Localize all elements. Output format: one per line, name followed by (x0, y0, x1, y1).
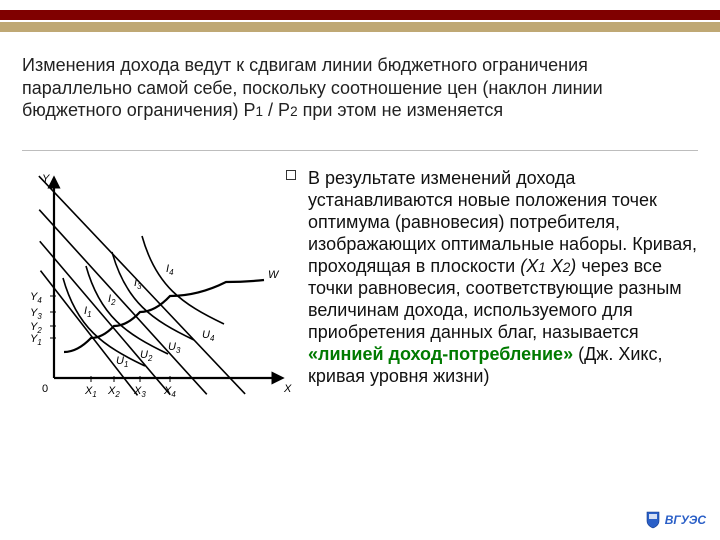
svg-text:X3: X3 (133, 385, 146, 399)
svg-text:X4: X4 (163, 385, 176, 399)
top-bar-tan (0, 22, 720, 32)
divider-line (22, 150, 698, 151)
top-bar (0, 10, 720, 38)
intro-text: Изменения дохода ведут к сдвигам линии б… (22, 54, 698, 122)
svg-text:I1: I1 (84, 305, 91, 319)
content-row: YX0U1U2U3U4WI1I2I3I4X1X2X3X4Y1Y2Y3Y4 В р… (16, 168, 706, 520)
svg-text:X: X (283, 383, 292, 395)
bullet-square-icon (286, 170, 296, 180)
income-consumption-diagram: YX0U1U2U3U4WI1I2I3I4X1X2X3X4Y1Y2Y3Y4 (16, 168, 296, 408)
svg-text:Y3: Y3 (30, 307, 42, 321)
svg-text:U4: U4 (202, 329, 215, 343)
svg-text:X1: X1 (84, 385, 97, 399)
svg-text:Y2: Y2 (30, 321, 42, 335)
svg-text:U2: U2 (140, 349, 153, 363)
diagram-svg: YX0U1U2U3U4WI1I2I3I4X1X2X3X4Y1Y2Y3Y4 (16, 168, 296, 408)
svg-text:0: 0 (42, 383, 48, 395)
university-logo: ВГУЭС (645, 510, 706, 530)
svg-text:I2: I2 (108, 293, 116, 307)
svg-text:I3: I3 (134, 277, 142, 291)
svg-text:Y1: Y1 (30, 333, 42, 347)
svg-text:U3: U3 (168, 341, 181, 355)
main-paragraph: В результате изменений дохода устанавлив… (306, 168, 706, 388)
right-column: В результате изменений дохода устанавлив… (306, 168, 706, 520)
logo-text: ВГУЭС (665, 513, 706, 527)
svg-text:W: W (268, 269, 280, 281)
slide: Изменения дохода ведут к сдвигам линии б… (0, 0, 720, 540)
svg-text:I4: I4 (166, 263, 174, 277)
svg-text:X2: X2 (107, 385, 120, 399)
logo-shield-icon (645, 510, 661, 530)
svg-text:Y4: Y4 (30, 291, 42, 305)
top-bar-red (0, 10, 720, 20)
